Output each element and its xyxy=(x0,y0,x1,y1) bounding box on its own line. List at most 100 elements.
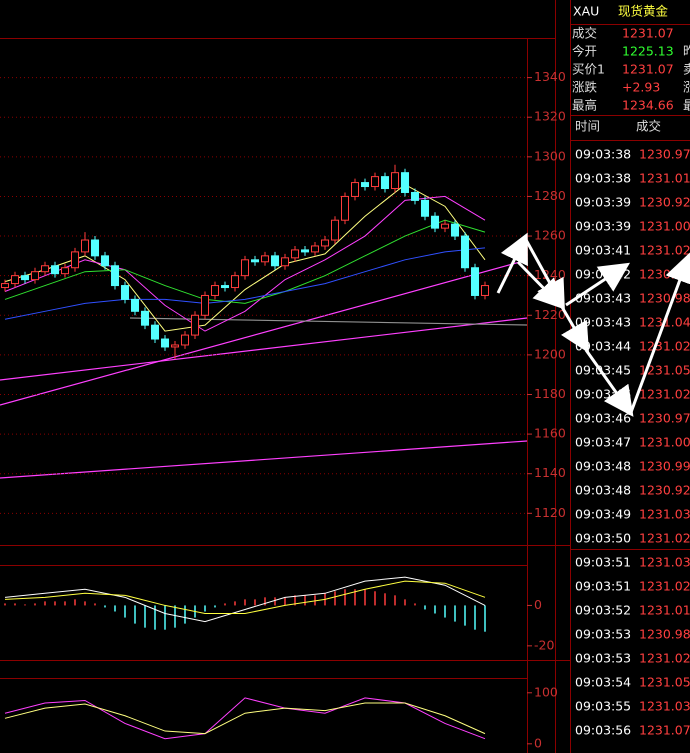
tick-price: 1230.97 xyxy=(639,147,690,162)
quote-label: 昨 xyxy=(683,44,690,59)
candle-body xyxy=(241,259,249,277)
tick-time: 09:03:39 xyxy=(575,219,631,234)
y-tick-label: 1180 xyxy=(534,386,566,401)
candle-body xyxy=(141,310,149,326)
candle-body xyxy=(401,172,409,193)
tick-time: 09:03:48 xyxy=(575,483,631,498)
indicator-line xyxy=(4,702,486,735)
tick-price: 1230.99 xyxy=(639,459,690,474)
candle-body xyxy=(91,239,99,257)
tick-price: 1230.92 xyxy=(639,195,690,210)
indicator-line xyxy=(4,195,486,332)
candle-body xyxy=(251,259,259,263)
tick-time: 09:03:53 xyxy=(575,651,631,666)
candle-body xyxy=(381,176,389,190)
candle-body xyxy=(121,285,129,300)
y-tick-label: 0 xyxy=(534,735,542,750)
tick-price: 1231.02 xyxy=(639,651,690,666)
y-tick-label: 1140 xyxy=(534,465,566,480)
tick-time: 09:03:38 xyxy=(575,147,631,162)
tick-time: 09:03:55 xyxy=(575,699,631,714)
y-tick-label: 1120 xyxy=(534,505,566,520)
tick-price: 1230.98 xyxy=(639,627,690,642)
candle-body xyxy=(41,265,49,273)
tick-price: 1231.02 xyxy=(639,387,690,402)
indicator-line xyxy=(4,219,486,304)
y-tick-label: 1260 xyxy=(534,228,566,243)
candle-body xyxy=(391,172,399,190)
tick-price: 1230.92 xyxy=(639,483,690,498)
tick-time: 09:03:54 xyxy=(575,675,631,690)
candle-body xyxy=(281,257,289,267)
y-tick-label: 0 xyxy=(534,597,542,612)
indicator-line xyxy=(4,247,486,320)
candle-body xyxy=(231,275,239,289)
indicator-line xyxy=(4,576,486,623)
tick-time: 09:03:48 xyxy=(575,459,631,474)
indicator-line xyxy=(4,697,486,740)
tick-time: 09:03:43 xyxy=(575,315,631,330)
annotation-arrows xyxy=(496,232,690,417)
quote-label: 今开 xyxy=(572,44,597,59)
tick-time: 09:03:50 xyxy=(575,531,631,546)
y-tick-label: 1300 xyxy=(534,148,566,163)
candle-body xyxy=(31,271,39,281)
y-tick-label: 1320 xyxy=(534,109,566,124)
tick-price: 1231.02 xyxy=(639,339,690,354)
quote-value: 1231.07 xyxy=(622,26,674,41)
drawn-trend-lines xyxy=(0,261,528,479)
candle-body xyxy=(51,265,59,275)
tick-time: 09:03:51 xyxy=(575,555,631,570)
candle-body xyxy=(101,255,109,267)
table-header: 时间 xyxy=(575,119,600,134)
tick-price: 1231.01 xyxy=(639,171,690,186)
candle-body xyxy=(431,215,439,229)
candle-body xyxy=(371,176,379,188)
quote-value: 1225.13 xyxy=(622,44,674,59)
tick-price: 1231.02 xyxy=(639,243,690,258)
tick-time: 09:03:53 xyxy=(575,627,631,642)
instrument-name: 现货黄金 xyxy=(618,4,669,19)
candle-body xyxy=(261,255,269,263)
tick-price: 1231.07 xyxy=(639,723,690,738)
quote-label: 卖 xyxy=(683,62,690,77)
tick-time: 09:03:39 xyxy=(575,195,631,210)
y-tick-label: 1160 xyxy=(534,426,566,441)
quote-label: 成交 xyxy=(572,26,597,41)
candle-body xyxy=(171,344,179,348)
candle-body xyxy=(131,298,139,312)
candle-body xyxy=(71,251,79,269)
candle-body xyxy=(271,255,279,267)
candle-body xyxy=(1,283,9,289)
tick-time: 09:03:41 xyxy=(575,243,631,258)
table-header: 成交 xyxy=(636,119,661,134)
candle-body xyxy=(291,249,299,259)
candle-body xyxy=(221,285,229,289)
tick-time: 09:03:45 xyxy=(575,363,631,378)
tick-time: 09:03:43 xyxy=(575,291,631,306)
tick-time: 09:03:38 xyxy=(575,171,631,186)
quote-label: 最 xyxy=(683,98,690,113)
y-tick-label: 1200 xyxy=(534,346,566,361)
candle-body xyxy=(161,338,169,348)
y-tick-label: 1280 xyxy=(534,188,566,203)
y-tick-label: 1240 xyxy=(534,267,566,282)
tick-time: 09:03:49 xyxy=(575,507,631,522)
tick-time: 09:03:52 xyxy=(575,603,631,618)
tick-price: 1231.00 xyxy=(639,219,690,234)
candle-body xyxy=(301,249,309,253)
quote-value: 1234.66 xyxy=(622,98,674,113)
candle-body xyxy=(361,182,369,188)
tick-time: 09:03:56 xyxy=(575,723,631,738)
candle-body xyxy=(211,285,219,296)
candle-body xyxy=(411,191,419,201)
tick-price: 1231.01 xyxy=(639,603,690,618)
tick-price: 1231.03 xyxy=(639,699,690,714)
y-tick-label: -20 xyxy=(534,637,554,652)
tick-price: 1231.03 xyxy=(639,507,690,522)
candle-body xyxy=(481,285,489,296)
tick-price: 1231.00 xyxy=(639,435,690,450)
quote-value: +2.93 xyxy=(622,80,660,95)
candle-body xyxy=(311,245,319,253)
